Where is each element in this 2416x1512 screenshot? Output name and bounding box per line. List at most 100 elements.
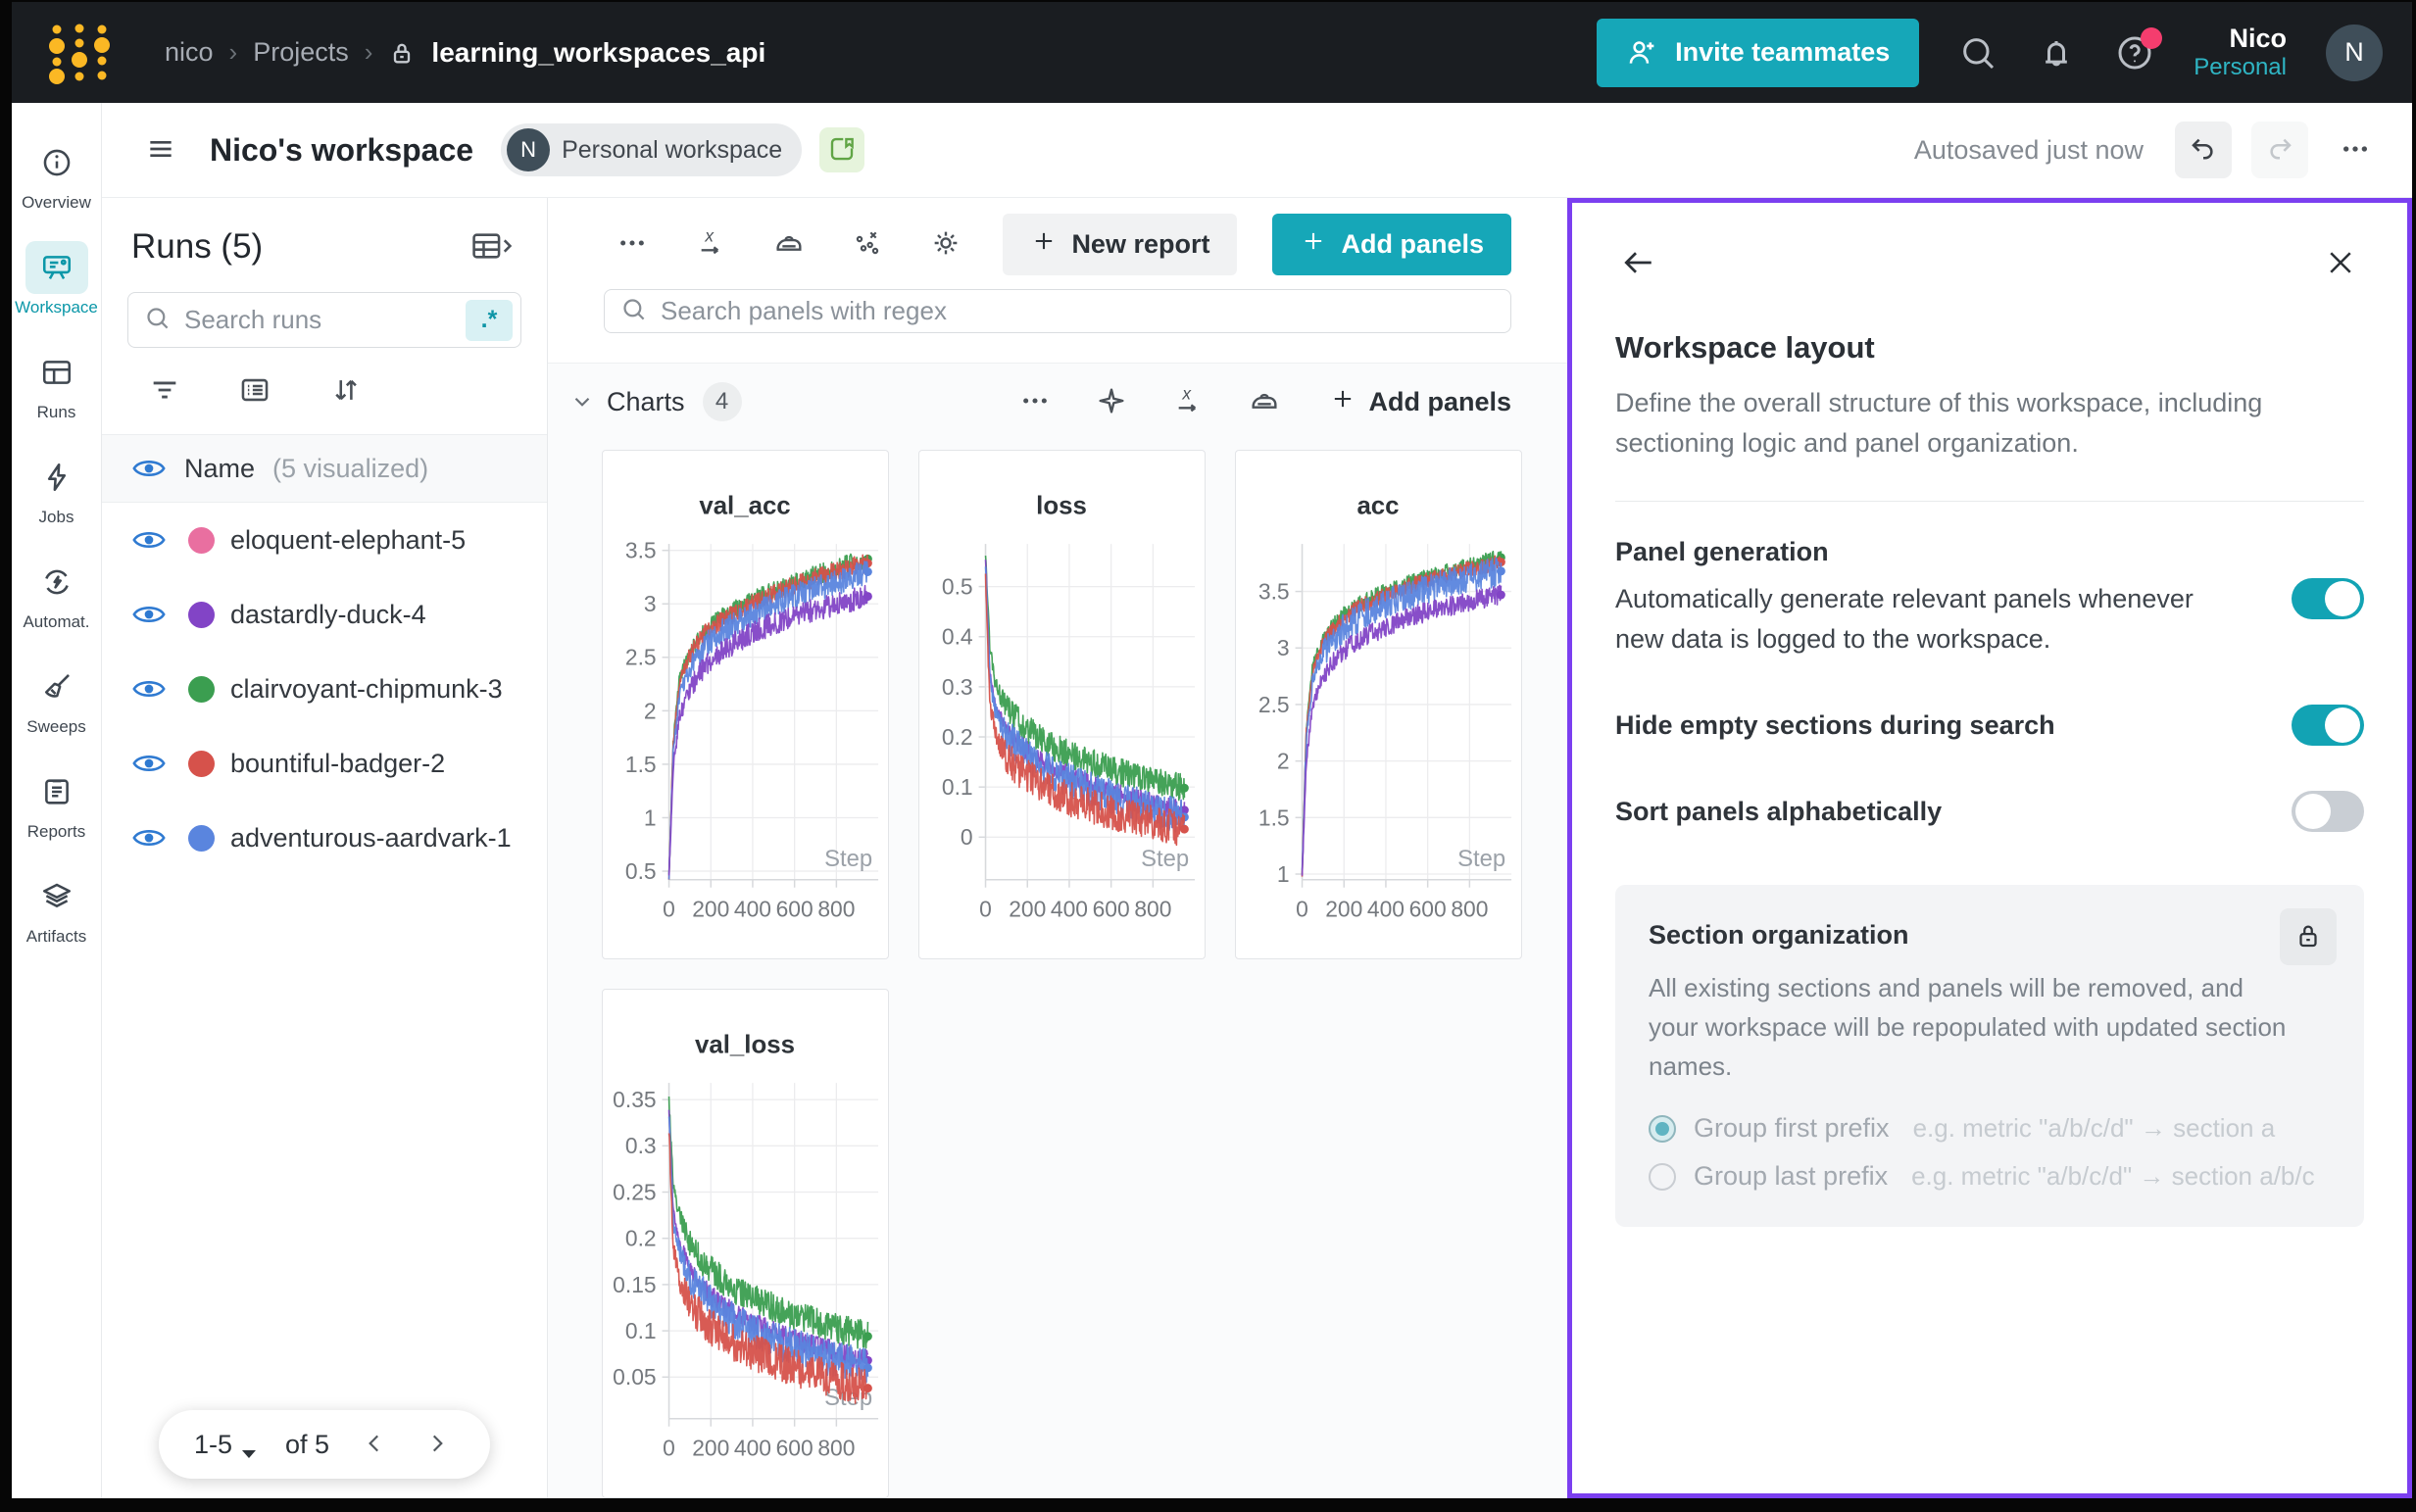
run-color-dot[interactable] — [188, 526, 215, 554]
run-name[interactable]: adventurous-aardvark-1 — [230, 822, 512, 853]
redo-button[interactable] — [2251, 122, 2308, 178]
svg-text:0.2: 0.2 — [625, 1226, 657, 1251]
eye-icon[interactable] — [131, 602, 167, 627]
invite-teammates-button[interactable]: Invite teammates — [1597, 18, 1920, 87]
section-magic-button[interactable] — [1090, 380, 1133, 423]
filter-icon — [148, 381, 181, 410]
section-x-axis-button[interactable]: x — [1166, 380, 1209, 423]
x-axis-button[interactable]: x — [689, 223, 732, 267]
breadcrumb-project-name[interactable]: learning_workspaces_api — [431, 36, 766, 68]
panels-search-box — [604, 289, 1511, 333]
visualized-count: (5 visualized) — [272, 453, 429, 483]
eye-icon[interactable] — [131, 751, 167, 776]
name-column-label[interactable]: Name — [184, 453, 256, 483]
undo-button[interactable] — [2175, 122, 2232, 178]
run-color-dot[interactable] — [188, 675, 215, 703]
run-name[interactable]: clairvoyant-chipmunk-3 — [230, 673, 503, 704]
sidebar-item-artifacts[interactable]: Artifacts — [12, 870, 102, 975]
runs-sidebar: Runs (5) .* — [102, 198, 548, 1498]
section-add-panels-button[interactable]: Add panels — [1329, 385, 1511, 419]
next-page-button[interactable] — [419, 1427, 455, 1462]
run-row[interactable]: eloquent-elephant-5 — [102, 503, 547, 577]
panel-settings-button[interactable] — [924, 223, 967, 267]
bell-icon[interactable] — [2037, 33, 2076, 73]
search-runs-input[interactable] — [184, 305, 466, 335]
eye-icon[interactable] — [131, 825, 167, 851]
visibility-all-eye-icon[interactable] — [131, 456, 167, 481]
radio-control[interactable] — [1649, 1162, 1676, 1191]
run-settings-button[interactable] — [235, 371, 274, 411]
chart-card-loss[interactable]: 0 0.1 0.2 0.3 0.4 0.5 0 200 400 600 800 Step loss — [918, 450, 1206, 959]
toggle-switch[interactable] — [2292, 791, 2364, 832]
menu-button[interactable] — [139, 128, 182, 171]
svg-text:0.3: 0.3 — [625, 1133, 657, 1158]
runs-list: eloquent-elephant-5 dastardly-duck-4 clair… — [102, 503, 547, 875]
radio-control[interactable] — [1649, 1114, 1676, 1143]
avatar[interactable]: N — [2326, 24, 2383, 81]
svg-text:400: 400 — [1367, 897, 1405, 922]
radio-option[interactable]: Group first prefix e.g. metric "a/b/c/d" … — [1649, 1113, 2331, 1144]
section-collapse-chevron-icon[interactable] — [569, 389, 595, 415]
search-panels-input[interactable] — [661, 296, 1503, 327]
section-smoothing-button[interactable] — [1243, 380, 1286, 423]
sidebar-item-runs[interactable]: Runs — [12, 346, 102, 451]
sort-button[interactable] — [325, 371, 365, 411]
section-organization-lock-button[interactable] — [2280, 908, 2337, 965]
section-title[interactable]: Charts — [607, 386, 685, 416]
run-name[interactable]: dastardly-duck-4 — [230, 599, 426, 629]
svg-text:600: 600 — [776, 897, 814, 922]
back-button[interactable] — [1615, 240, 1662, 287]
eye-icon[interactable] — [131, 676, 167, 702]
sidebar-item-jobs[interactable]: Jobs — [12, 451, 102, 556]
toggle-switch[interactable] — [2292, 705, 2364, 746]
run-row[interactable]: adventurous-aardvark-1 — [102, 801, 547, 875]
notification-dot — [2141, 26, 2163, 49]
new-report-button[interactable]: New report — [1003, 214, 1238, 276]
expand-runs-table-button[interactable] — [465, 227, 519, 267]
quick-report-button[interactable] — [819, 127, 865, 172]
page-range-selector[interactable]: 1-5 — [194, 1430, 258, 1460]
filter-button[interactable] — [145, 371, 184, 411]
run-row[interactable]: dastardly-duck-4 — [102, 577, 547, 652]
layout-toggles: Panel generation Automatically generate r… — [1615, 537, 2364, 832]
section-more-button[interactable] — [1013, 380, 1057, 423]
search-icon[interactable] — [1958, 33, 1997, 73]
radio-example: e.g. metric "a/b/c/d" → section a/b/c — [1911, 1161, 2315, 1191]
sidebar-item-overview[interactable]: Overview — [12, 136, 102, 241]
radio-option[interactable]: Group last prefix e.g. metric "a/b/c/d" →… — [1649, 1161, 2331, 1192]
wandb-logo-icon[interactable] — [45, 21, 114, 85]
run-color-dot[interactable] — [188, 601, 215, 628]
run-color-dot[interactable] — [188, 824, 215, 852]
smoothing-button[interactable] — [767, 223, 811, 267]
breadcrumb-entity[interactable]: nico — [165, 37, 214, 67]
chart-card-val_loss[interactable]: 0.05 0.1 0.15 0.2 0.25 0.3 0.35 0 200 400 600 800 St… — [602, 989, 889, 1498]
sidebar-item-sweeps[interactable]: Sweeps — [12, 660, 102, 765]
add-panels-button[interactable]: Add panels — [1272, 214, 1511, 276]
run-row[interactable]: bountiful-badger-2 — [102, 726, 547, 801]
regex-toggle-badge[interactable]: .* — [466, 299, 513, 341]
run-color-dot[interactable] — [188, 750, 215, 777]
breadcrumb-projects[interactable]: Projects — [253, 37, 349, 67]
panels-more-button[interactable] — [611, 223, 654, 267]
panels-main-area: x New report Add panels — [548, 198, 1567, 1498]
eye-icon[interactable] — [131, 527, 167, 553]
run-name[interactable]: eloquent-elephant-5 — [230, 524, 467, 555]
outliers-icon — [852, 227, 883, 262]
run-name[interactable]: bountiful-badger-2 — [230, 748, 446, 778]
svg-text:Step: Step — [1457, 846, 1505, 872]
help-icon[interactable] — [2115, 26, 2163, 73]
left-navigation-rail: Overview Workspace Runs Jobs Automat. Sweeps R… — [12, 103, 102, 1498]
prev-page-button[interactable] — [357, 1427, 392, 1462]
sidebar-item-reports[interactable]: Reports — [12, 765, 102, 870]
chart-card-acc[interactable]: 1 1.5 2 2.5 3 3.5 0 200 400 600 800 Step acc — [1235, 450, 1522, 959]
sidebar-item-workspace[interactable]: Workspace — [12, 241, 102, 346]
sidebar-item-automat[interactable]: Automat. — [12, 556, 102, 660]
workspace-more-button[interactable] — [2328, 122, 2383, 177]
outliers-button[interactable] — [846, 223, 889, 267]
close-button[interactable] — [2317, 240, 2364, 287]
run-row[interactable]: clairvoyant-chipmunk-3 — [102, 652, 547, 726]
toggle-switch[interactable] — [2292, 577, 2364, 619]
section-organization-description: All existing sections and panels will be… — [1649, 973, 2287, 1081]
user-menu[interactable]: Nico Personal — [2194, 23, 2287, 81]
chart-card-val_acc[interactable]: 0.5 1 1.5 2 2.5 3 3.5 0 200 400 600 800 Step val_acc — [602, 450, 889, 959]
